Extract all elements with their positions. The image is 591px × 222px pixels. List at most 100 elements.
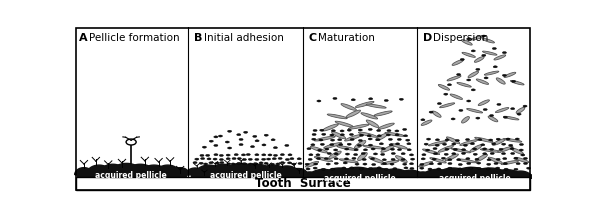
Ellipse shape: [436, 139, 440, 141]
Ellipse shape: [207, 158, 211, 160]
Ellipse shape: [475, 57, 484, 62]
Text: acquired pellicle: acquired pellicle: [95, 171, 167, 180]
Ellipse shape: [471, 89, 475, 91]
Ellipse shape: [420, 163, 424, 165]
Ellipse shape: [274, 147, 277, 149]
Ellipse shape: [368, 167, 372, 169]
Ellipse shape: [359, 134, 363, 136]
Ellipse shape: [458, 163, 462, 166]
Ellipse shape: [313, 167, 317, 169]
Ellipse shape: [259, 162, 263, 164]
Ellipse shape: [231, 163, 235, 165]
Ellipse shape: [490, 153, 494, 155]
Ellipse shape: [455, 139, 459, 141]
Text: Initial adhesion: Initial adhesion: [204, 33, 284, 43]
Ellipse shape: [423, 149, 440, 155]
Ellipse shape: [467, 163, 471, 165]
Ellipse shape: [459, 109, 463, 111]
Ellipse shape: [313, 129, 317, 131]
Ellipse shape: [362, 159, 366, 161]
Ellipse shape: [342, 167, 346, 169]
Ellipse shape: [391, 144, 407, 149]
Ellipse shape: [422, 154, 426, 156]
Ellipse shape: [477, 167, 481, 169]
Ellipse shape: [334, 162, 338, 165]
Ellipse shape: [347, 129, 351, 131]
Ellipse shape: [480, 149, 501, 152]
Ellipse shape: [519, 149, 524, 151]
Text: Dispersion: Dispersion: [433, 33, 488, 43]
Ellipse shape: [462, 152, 466, 155]
Ellipse shape: [358, 132, 378, 137]
Ellipse shape: [226, 158, 230, 160]
Ellipse shape: [353, 154, 358, 156]
Ellipse shape: [499, 148, 503, 150]
Ellipse shape: [366, 120, 379, 127]
Ellipse shape: [421, 158, 426, 160]
Ellipse shape: [351, 99, 355, 101]
Ellipse shape: [314, 157, 333, 162]
Ellipse shape: [350, 139, 354, 141]
Ellipse shape: [276, 163, 280, 165]
Ellipse shape: [448, 167, 452, 169]
Ellipse shape: [437, 163, 441, 165]
Ellipse shape: [376, 133, 388, 141]
Ellipse shape: [285, 159, 290, 161]
Ellipse shape: [253, 135, 257, 137]
Ellipse shape: [444, 93, 448, 95]
Ellipse shape: [361, 153, 365, 155]
Ellipse shape: [516, 163, 520, 165]
Text: acquired pellicle: acquired pellicle: [439, 174, 511, 183]
Ellipse shape: [254, 163, 258, 165]
Ellipse shape: [332, 130, 336, 132]
Ellipse shape: [213, 158, 217, 160]
Polygon shape: [241, 164, 273, 174]
Ellipse shape: [330, 134, 334, 136]
Ellipse shape: [395, 130, 399, 132]
Ellipse shape: [324, 143, 342, 148]
Ellipse shape: [225, 141, 229, 143]
Ellipse shape: [446, 137, 460, 144]
Ellipse shape: [466, 139, 470, 141]
Ellipse shape: [203, 163, 207, 165]
Ellipse shape: [504, 163, 507, 165]
Ellipse shape: [407, 149, 411, 151]
Ellipse shape: [334, 158, 338, 160]
Ellipse shape: [308, 158, 312, 161]
Ellipse shape: [484, 71, 499, 75]
Ellipse shape: [391, 148, 395, 150]
Ellipse shape: [482, 148, 486, 150]
Ellipse shape: [470, 143, 475, 145]
Ellipse shape: [457, 159, 476, 163]
Ellipse shape: [237, 162, 241, 164]
Ellipse shape: [476, 162, 480, 164]
Ellipse shape: [339, 144, 343, 146]
Ellipse shape: [429, 111, 433, 113]
Ellipse shape: [473, 148, 477, 150]
Text: Maturation: Maturation: [319, 33, 375, 43]
Ellipse shape: [460, 58, 465, 60]
Ellipse shape: [271, 139, 275, 141]
Ellipse shape: [242, 159, 246, 161]
Ellipse shape: [326, 163, 330, 165]
Ellipse shape: [193, 162, 197, 164]
Ellipse shape: [238, 158, 242, 160]
Ellipse shape: [402, 163, 407, 165]
Polygon shape: [75, 168, 93, 174]
Ellipse shape: [492, 48, 496, 50]
Ellipse shape: [354, 149, 358, 151]
Ellipse shape: [448, 159, 452, 161]
Ellipse shape: [462, 52, 475, 57]
Ellipse shape: [387, 130, 391, 132]
Polygon shape: [171, 168, 189, 174]
Polygon shape: [111, 163, 142, 174]
Ellipse shape: [262, 154, 266, 156]
Ellipse shape: [290, 158, 294, 160]
Polygon shape: [322, 168, 357, 178]
Ellipse shape: [355, 101, 374, 107]
Ellipse shape: [376, 129, 381, 132]
Ellipse shape: [200, 158, 204, 160]
Ellipse shape: [363, 145, 385, 149]
Ellipse shape: [378, 123, 394, 129]
Ellipse shape: [496, 158, 500, 160]
